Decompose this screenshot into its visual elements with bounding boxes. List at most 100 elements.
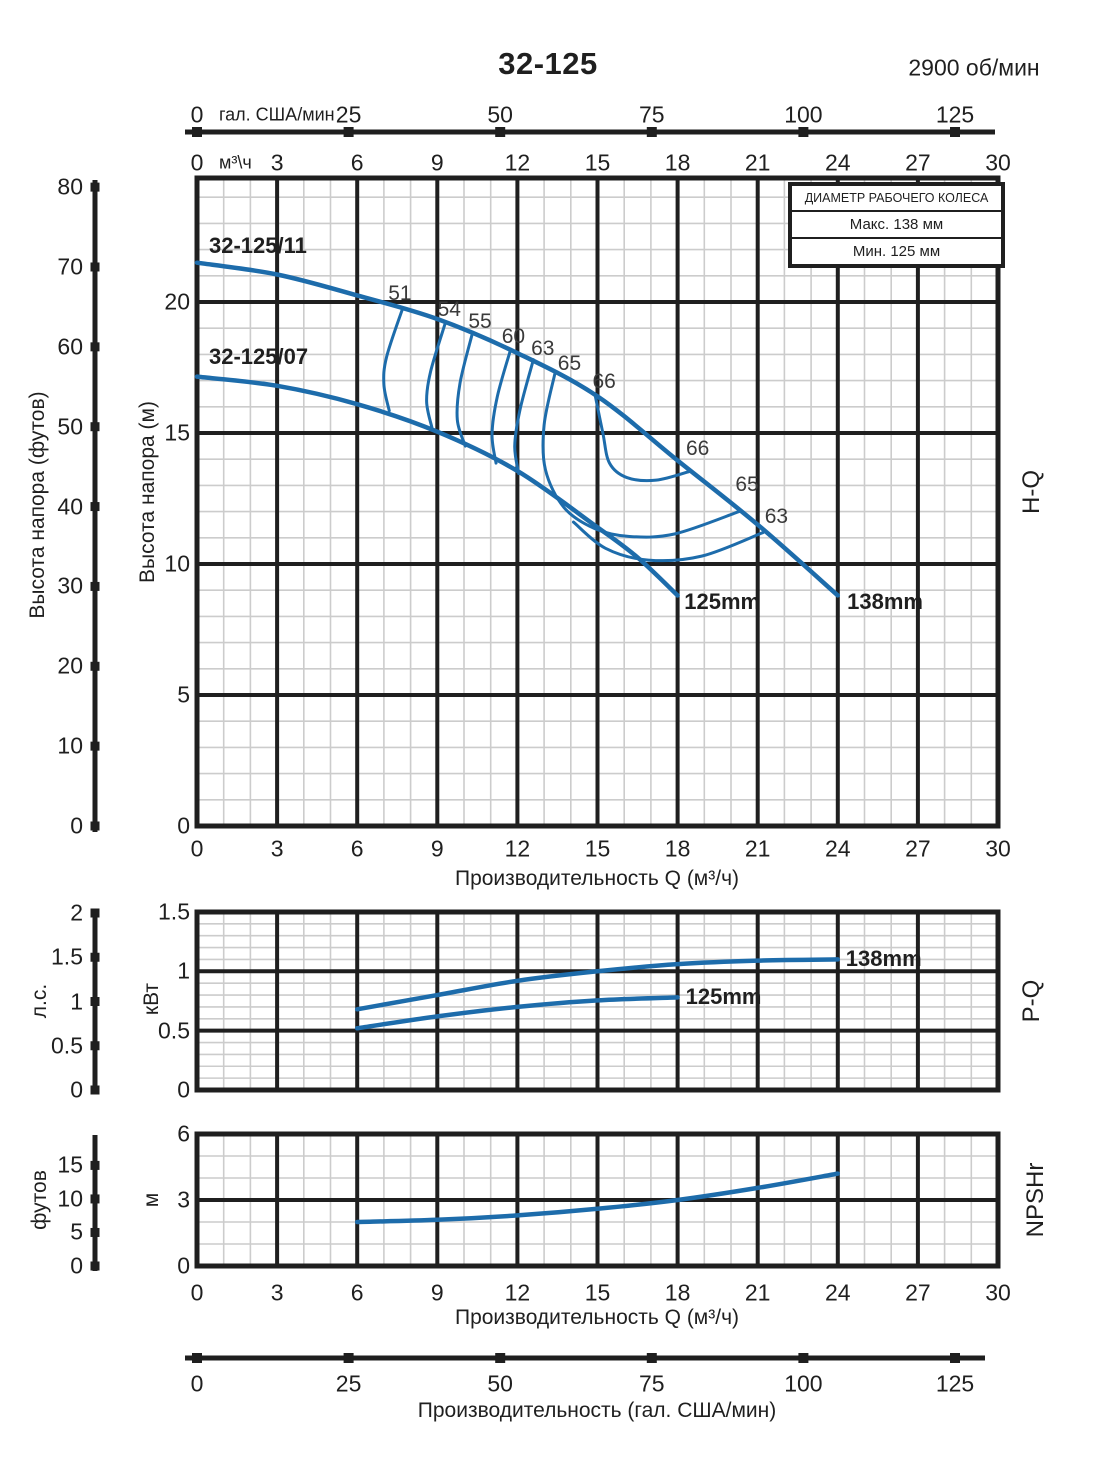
gal-top-tick-label: 25 <box>335 101 362 128</box>
gal-bottom-tick-mark <box>950 1353 960 1363</box>
ft-main-tick-mark <box>90 342 100 352</box>
pq-y-tick: 1 <box>177 957 190 984</box>
gal-bottom-tick-label: 75 <box>639 1370 665 1397</box>
hq-y-tick: 0 <box>177 812 190 839</box>
gal-bottom-tick-label: 50 <box>487 1370 513 1397</box>
hq-x-tick: 15 <box>584 149 611 176</box>
ft-npsh-tick-label: 5 <box>70 1218 83 1245</box>
ft-main-tick-label: 10 <box>57 732 83 759</box>
ft-main-tick-mark <box>90 581 100 591</box>
hq-x-tick: 9 <box>430 149 444 176</box>
gal-top-tick-label: 50 <box>487 101 513 128</box>
gal-top-tick-mark <box>343 127 354 137</box>
npshr-curve-NPSHr <box>354 1171 841 1225</box>
gal-unit-label: гал. США/мин <box>219 104 335 125</box>
x-axis-title-gal: Производительность (гал. США/мин) <box>417 1399 777 1422</box>
pq-plot-border <box>194 909 1001 1093</box>
hq-efficiency-contour-63 <box>571 520 765 563</box>
rpm-label: 2900 об/мин <box>908 54 1040 81</box>
y-axis-title-head-m: Высота напора (м) <box>136 401 159 583</box>
ft-main-tick-mark <box>90 821 100 831</box>
gal-top-tick-label: 100 <box>784 101 823 128</box>
gal-bottom-tick-mark <box>343 1353 354 1363</box>
hq-efficiency-label-63: 63 <box>764 504 789 528</box>
pq-impeller-label-125mm: 125mm <box>685 984 762 1010</box>
ft-main-tick-mark <box>90 182 100 192</box>
hq-x-tick: 6 <box>350 835 364 862</box>
hq-x-tick: 3 <box>270 835 284 862</box>
hq-x-tick: 21 <box>744 835 771 862</box>
hp-tick-label: 1.5 <box>51 943 83 970</box>
ft-main-tick-mark <box>90 741 100 751</box>
hq-plot-border <box>194 175 1001 829</box>
pq-y-tick: 0 <box>177 1076 190 1103</box>
y-axis-title-feet-npsh: футов <box>28 1170 51 1230</box>
npshr-x-tick: 24 <box>825 1279 851 1306</box>
ft-npsh-tick-label: 10 <box>57 1185 83 1212</box>
page-title: 32-125 <box>498 46 598 81</box>
hq-curve-label-32-125-07: 32-125/07 <box>209 344 309 370</box>
hq-x-tick: 6 <box>350 149 364 176</box>
legend-title: ДИАМЕТР РАБОЧЕГО КОЛЕСА <box>804 191 989 205</box>
hp-tick-label: 0.5 <box>51 1032 83 1059</box>
npshr-plot-border <box>194 1131 1001 1269</box>
ft-npsh-tick-mark <box>90 1261 100 1271</box>
hp-tick-mark <box>90 1085 100 1095</box>
hq-impeller-label-125mm: 125mm <box>684 588 761 614</box>
ft-main-tick-label: 50 <box>57 413 83 440</box>
ft-main-tick-label: 80 <box>57 173 83 200</box>
ft-main-tick-label: 20 <box>57 652 83 679</box>
section-label-npshr: NPSHr <box>1022 1162 1049 1238</box>
npshr-y-tick: 0 <box>177 1252 190 1279</box>
gal-bottom-tick-label: 0 <box>190 1370 204 1397</box>
m3h-unit-label: м³\ч <box>219 152 252 173</box>
ft-npsh-tick-label: 15 <box>57 1151 83 1178</box>
hq-x-tick: 0 <box>190 835 204 862</box>
x-axis-title-q-main: Производительность Q (м³/ч) <box>454 867 740 890</box>
pq-y-tick: 1.5 <box>158 898 190 925</box>
ft-npsh-tick-label: 0 <box>70 1252 83 1279</box>
hq-x-tick: 18 <box>664 835 691 862</box>
hq-efficiency-label-65: 65 <box>557 351 582 375</box>
gal-top-tick-mark <box>798 127 809 137</box>
pq-y-tick: 0.5 <box>158 1017 190 1044</box>
y-axis-title-hp: л.с. <box>28 983 51 1019</box>
gal-bottom-tick-mark <box>646 1353 657 1363</box>
ft-npsh-tick-mark <box>90 1160 100 1170</box>
npshr-x-tick: 3 <box>270 1279 284 1306</box>
hq-efficiency-contour-66 <box>593 392 693 483</box>
npshr-x-tick: 30 <box>985 1279 1011 1306</box>
hp-tick-label: 1 <box>70 988 83 1014</box>
hq-x-tick: 12 <box>504 149 531 176</box>
hq-curve-label-32-125-11: 32-125/11 <box>209 232 307 258</box>
hq-efficiency-label-66: 66 <box>685 436 710 460</box>
hp-tick-mark <box>90 997 100 1006</box>
gal-top-tick-mark <box>646 127 657 137</box>
hq-x-tick: 12 <box>504 835 531 862</box>
hq-y-tick: 20 <box>164 288 190 315</box>
hq-efficiency-label-66: 66 <box>592 369 616 393</box>
ft-main-tick-mark <box>90 502 100 512</box>
hq-y-tick: 15 <box>164 419 190 446</box>
ft-main-tick-mark <box>90 661 100 671</box>
npshr-x-tick: 27 <box>905 1279 931 1306</box>
ft-main-tick-label: 60 <box>57 333 83 360</box>
gal-bottom-tick-mark <box>192 1353 202 1363</box>
hq-efficiency-label-51: 51 <box>388 282 412 306</box>
hq-efficiency-label-65: 65 <box>735 473 759 497</box>
hq-curve-32-125-07 <box>194 374 680 598</box>
gal-top-tick-mark <box>495 127 506 137</box>
gal-top-tick-label: 125 <box>935 101 975 128</box>
hq-x-tick: 15 <box>584 835 611 862</box>
npshr-y-tick: 3 <box>177 1186 190 1213</box>
hq-efficiency-contour-63 <box>513 358 535 476</box>
y-axis-title-m-npsh: м <box>140 1192 163 1208</box>
npshr-x-tick: 0 <box>190 1279 204 1306</box>
hq-x-tick: 27 <box>905 149 931 176</box>
y-axis-title-kw: кВт <box>140 982 163 1016</box>
hq-efficiency-contour-54 <box>425 321 447 430</box>
hq-efficiency-contour-51 <box>382 307 405 413</box>
hq-x-tick: 30 <box>985 835 1011 862</box>
ft-npsh-tick-mark <box>90 1227 100 1237</box>
